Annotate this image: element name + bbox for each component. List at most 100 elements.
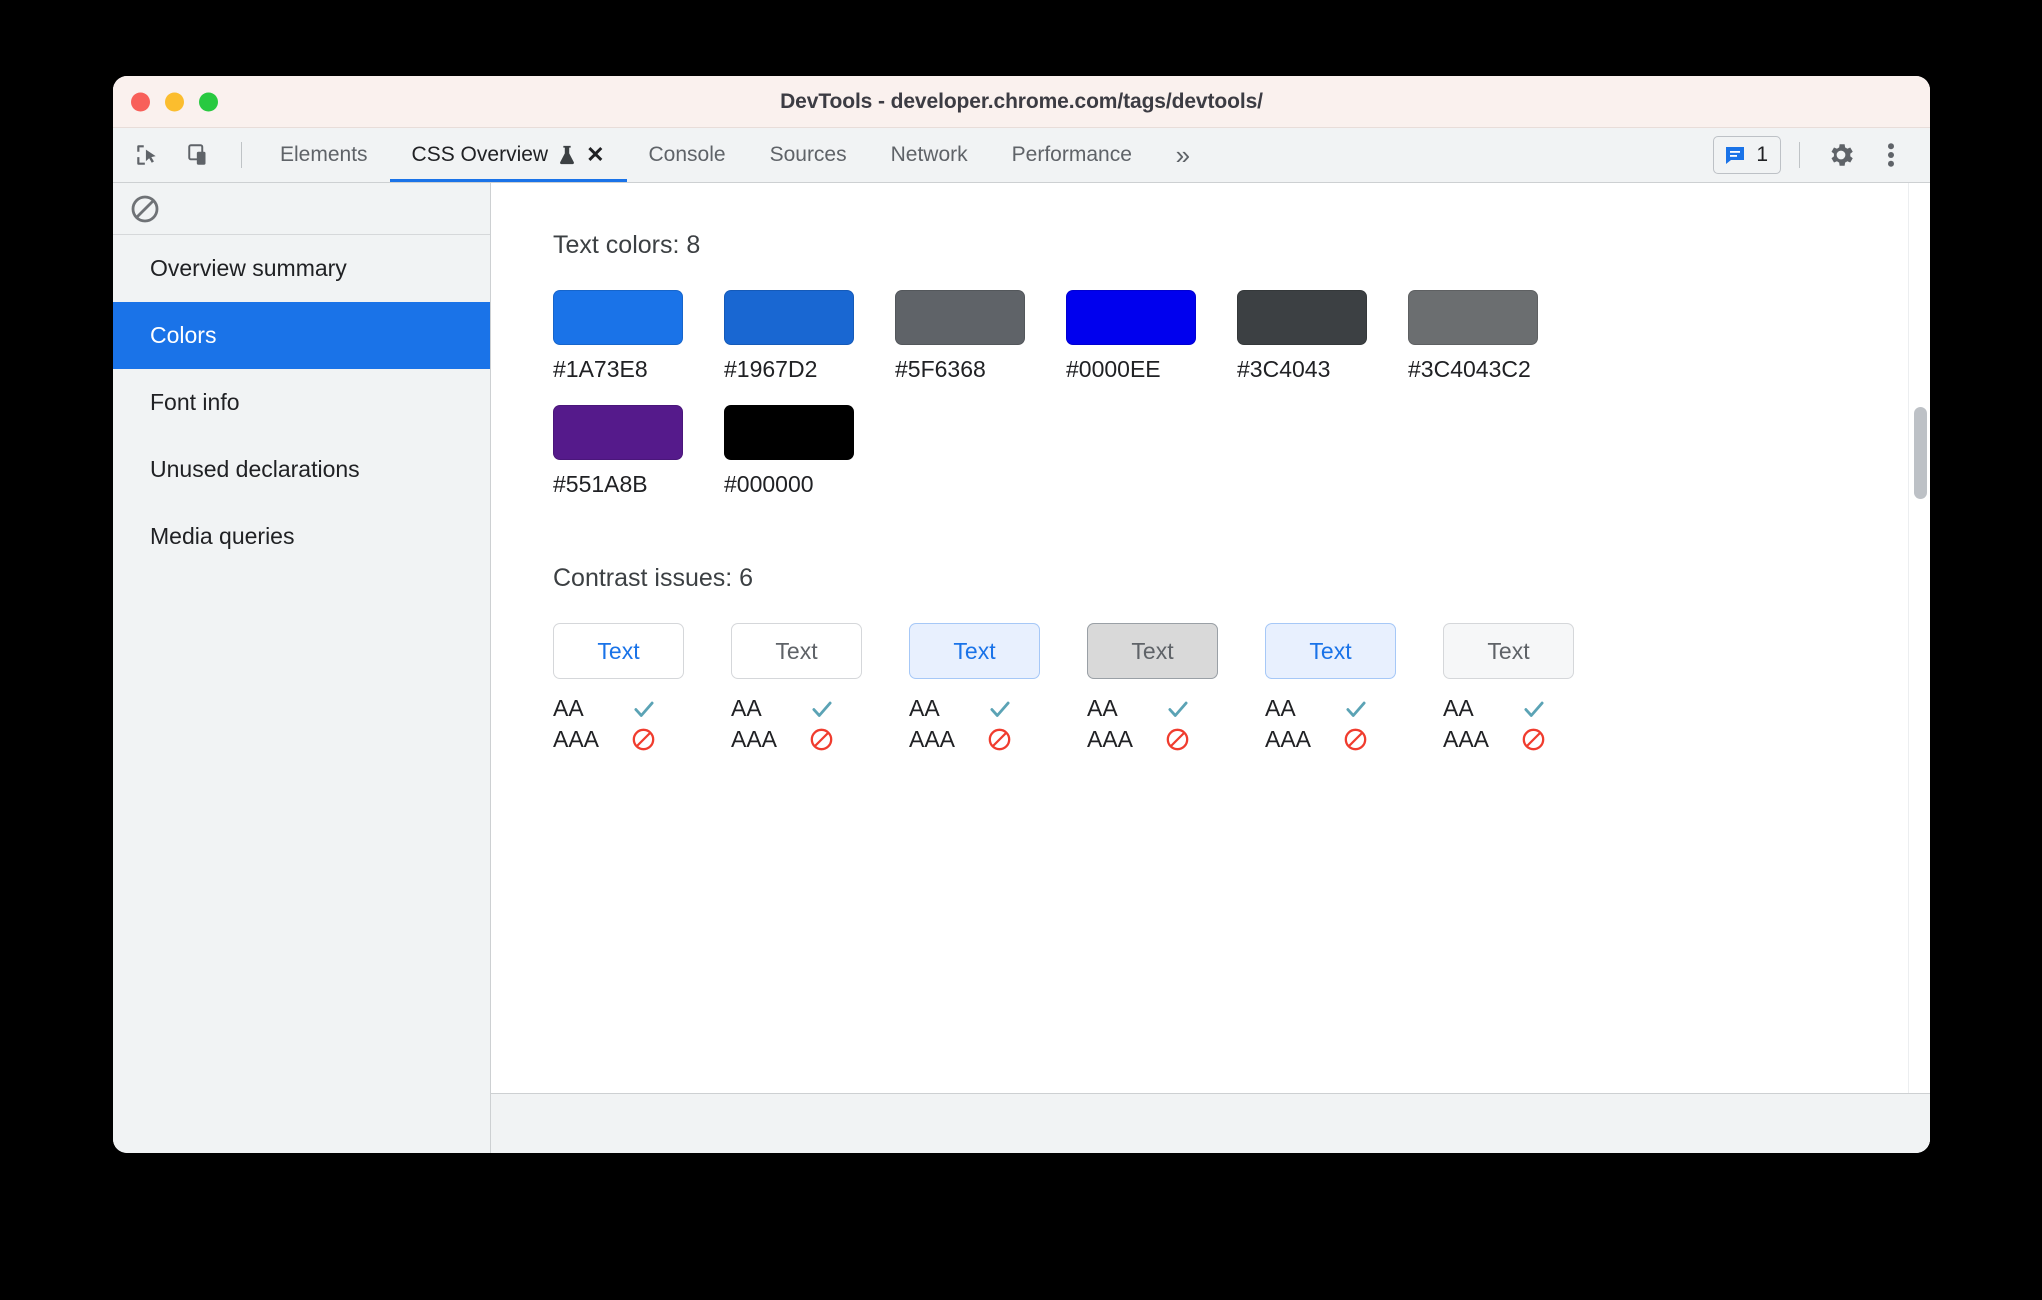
color-swatch-label: #0000EE <box>1066 356 1161 382</box>
contrast-issues-grid: Text AA AAA Text AA AAA Text AA AAA Text AA AAA Text… <box>553 623 1613 755</box>
color-swatch-cell[interactable]: #1A73E8 <box>553 290 683 383</box>
check-icon <box>987 696 1013 722</box>
contrast-level-label: AAA <box>553 726 600 752</box>
color-swatch-cell[interactable]: #3C4043 <box>1237 290 1367 383</box>
contrast-rating-row-aaa: AAA <box>1265 724 1396 755</box>
contrast-rating-row-aa: AA <box>1443 693 1574 724</box>
vertical-scrollbar[interactable] <box>1908 183 1930 1093</box>
clear-overview-icon[interactable] <box>129 193 161 225</box>
css-overview-sidebar: Overview summary Colors Font info Unused… <box>113 183 491 1153</box>
contrast-rating-row-aa: AA <box>909 693 1040 724</box>
color-swatch[interactable] <box>724 405 854 460</box>
contrast-ratings: AA AAA <box>909 693 1040 755</box>
contrast-issue-card[interactable]: Text AA AAA <box>1087 623 1218 755</box>
color-swatch-cell[interactable]: #5F6368 <box>895 290 1025 383</box>
sidebar-item-label: Media queries <box>150 523 295 549</box>
close-window-button[interactable] <box>131 92 150 111</box>
color-swatch[interactable] <box>895 290 1025 345</box>
contrast-level-label: AA <box>553 695 584 721</box>
traffic-lights <box>131 92 218 111</box>
more-tabs-chevron-icon[interactable]: » <box>1175 139 1191 170</box>
tab-css-overview-label: CSS Overview <box>411 143 549 166</box>
color-swatch-cell[interactable]: #000000 <box>724 405 854 498</box>
css-overview-panel: Overview summary Colors Font info Unused… <box>113 183 1930 1153</box>
contrast-issue-card[interactable]: Text AA AAA <box>909 623 1040 755</box>
device-toolbar-icon[interactable] <box>179 135 219 175</box>
contrast-rating-row-aa: AA <box>1265 693 1396 724</box>
experiment-flask-icon <box>557 144 577 166</box>
window-title: DevTools - developer.chrome.com/tags/dev… <box>780 89 1263 113</box>
contrast-ratings: AA AAA <box>553 693 684 755</box>
tab-performance-label: Performance <box>1011 143 1132 166</box>
color-swatch-cell[interactable]: #551A8B <box>553 405 683 498</box>
tab-network[interactable]: Network <box>869 128 990 182</box>
tab-elements-label: Elements <box>280 143 368 166</box>
tab-console[interactable]: Console <box>627 128 748 182</box>
contrast-sample-text: Text <box>909 623 1040 679</box>
contrast-issue-card[interactable]: Text AA AAA <box>1443 623 1574 755</box>
contrast-level-label: AA <box>731 695 762 721</box>
tab-network-label: Network <box>890 143 968 166</box>
window-titlebar: DevTools - developer.chrome.com/tags/dev… <box>113 76 1930 128</box>
color-swatch[interactable] <box>553 290 683 345</box>
sidebar-toolbar <box>113 183 490 235</box>
color-swatch[interactable] <box>553 405 683 460</box>
devtools-window: DevTools - developer.chrome.com/tags/dev… <box>113 76 1930 1153</box>
devtools-tabbar: Elements CSS Overview ✕ Console Sources … <box>113 128 1930 183</box>
tab-elements[interactable]: Elements <box>258 128 390 182</box>
contrast-sample-text: Text <box>553 623 684 679</box>
contrast-sample-text: Text <box>1443 623 1574 679</box>
contrast-issues-heading: Contrast issues: 6 <box>553 564 754 592</box>
contrast-rating-row-aaa: AAA <box>1443 724 1574 755</box>
maximize-window-button[interactable] <box>199 92 218 111</box>
contrast-issue-card[interactable]: Text AA AAA <box>731 623 862 755</box>
gear-icon[interactable] <box>1818 133 1864 177</box>
contrast-issue-card[interactable]: Text AA AAA <box>1265 623 1396 755</box>
tab-css-overview[interactable]: CSS Overview ✕ <box>389 128 627 182</box>
tab-sources[interactable]: Sources <box>748 128 869 182</box>
contrast-rating-row-aa: AA <box>1087 693 1218 724</box>
contrast-ratings: AA AAA <box>731 693 862 755</box>
check-icon <box>631 696 657 722</box>
contrast-rating-row-aaa: AAA <box>731 724 862 755</box>
contrast-rating-row-aaa: AAA <box>1087 724 1218 755</box>
sidebar-item-media-queries[interactable]: Media queries <box>113 503 490 570</box>
sidebar-item-font-info[interactable]: Font info <box>113 369 490 436</box>
check-icon <box>1521 696 1547 722</box>
color-swatch-label: #551A8B <box>553 471 648 497</box>
block-icon <box>1521 727 1546 752</box>
contrast-issue-card[interactable]: Text AA AAA <box>553 623 684 755</box>
inspect-element-icon[interactable] <box>127 135 167 175</box>
color-swatch-label: #1A73E8 <box>553 356 648 382</box>
issues-counter-button[interactable]: 1 <box>1713 136 1781 174</box>
text-colors-grid: #1A73E8 #1967D2 #5F6368 #0000EE #3C4043 #3C40… <box>553 290 1573 498</box>
sidebar-item-unused-declarations[interactable]: Unused declarations <box>113 436 490 503</box>
toolbar-divider <box>241 142 242 168</box>
tab-performance[interactable]: Performance <box>990 128 1154 182</box>
color-swatch[interactable] <box>1066 290 1196 345</box>
minimize-window-button[interactable] <box>165 92 184 111</box>
color-swatch-cell[interactable]: #3C4043C2 <box>1408 290 1538 383</box>
more-options-kebab-icon[interactable] <box>1868 133 1914 177</box>
color-swatch[interactable] <box>1237 290 1367 345</box>
contrast-rating-row-aa: AA <box>553 693 684 724</box>
color-swatch-cell[interactable]: #0000EE <box>1066 290 1196 383</box>
close-tab-icon[interactable]: ✕ <box>586 142 605 167</box>
contrast-sample-text: Text <box>1087 623 1218 679</box>
sidebar-item-label: Overview summary <box>150 255 347 281</box>
sidebar-item-overview-summary[interactable]: Overview summary <box>113 235 490 302</box>
color-swatch[interactable] <box>1408 290 1538 345</box>
check-icon <box>809 696 835 722</box>
color-swatch-label: #5F6368 <box>895 356 986 382</box>
color-swatch-cell[interactable]: #1967D2 <box>724 290 854 383</box>
color-swatch[interactable] <box>724 290 854 345</box>
contrast-rating-row-aaa: AAA <box>909 724 1040 755</box>
right-toolbar-divider <box>1799 142 1800 168</box>
contrast-level-label: AAA <box>1443 726 1490 752</box>
scrollbar-thumb[interactable] <box>1914 407 1927 499</box>
sidebar-item-label: Font info <box>150 389 240 415</box>
color-swatch-label: #3C4043C2 <box>1408 356 1531 382</box>
issues-message-icon <box>1723 143 1747 167</box>
panel-tabs: Elements CSS Overview ✕ Console Sources … <box>258 128 1212 182</box>
sidebar-item-colors[interactable]: Colors <box>113 302 490 369</box>
